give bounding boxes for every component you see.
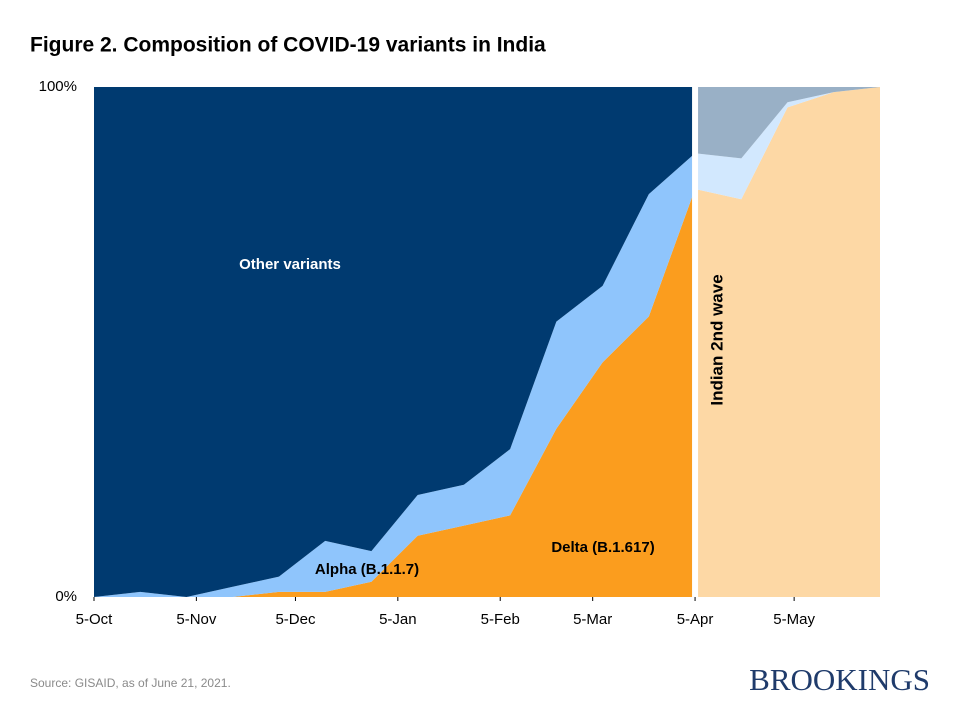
chart-title: Figure 2. Composition of COVID-19 varian… <box>30 34 546 57</box>
brand-logo: BROOKINGS <box>749 662 930 697</box>
y-tick-label: 0% <box>55 588 77 605</box>
series-label: Alpha (B.1.1.7) <box>315 561 419 578</box>
x-tick-label: 5-May <box>773 611 815 628</box>
area <box>94 87 880 597</box>
series-label: Other variants <box>239 256 341 273</box>
x-tick-label: 5-Apr <box>677 611 714 628</box>
series-label: Delta (B.1.617) <box>551 539 654 556</box>
x-tick-label: 5-Feb <box>481 611 520 628</box>
x-tick-label: 5-Mar <box>573 611 612 628</box>
highlight-region <box>695 87 880 597</box>
x-tick-label: 5-Dec <box>275 611 316 628</box>
x-tick-label: 5-Jan <box>379 611 417 628</box>
area <box>94 87 880 597</box>
y-tick-label: 100% <box>39 78 77 95</box>
highlight-label: Indian 2nd wave <box>708 274 727 405</box>
source-note: Source: GISAID, as of June 21, 2021. <box>30 676 231 690</box>
area <box>94 87 880 597</box>
x-tick-label: 5-Nov <box>176 611 217 628</box>
x-tick-label: 5-Oct <box>76 611 114 628</box>
